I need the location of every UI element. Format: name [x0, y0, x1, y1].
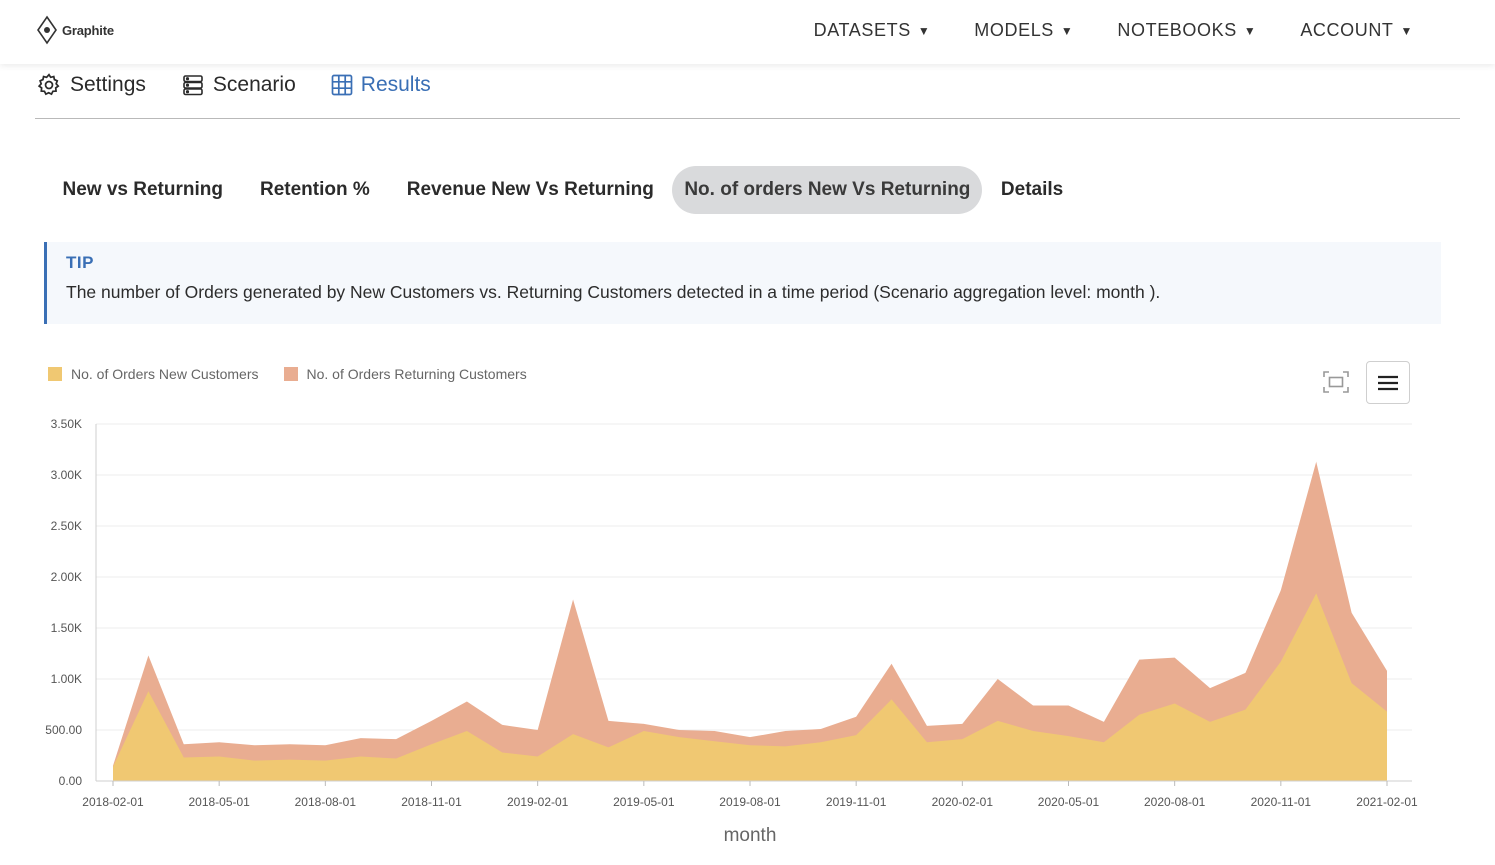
tab-revenue-new-vs-returning[interactable]: Revenue New Vs Returning — [406, 179, 654, 200]
legend-swatch-returning — [283, 367, 298, 381]
tab-results-label: Results — [360, 73, 431, 96]
chart-menu-button[interactable] — [1366, 361, 1410, 404]
nav-account-label: ACCOUNT — [1300, 20, 1394, 40]
x-tick-label: 2018-08-01 — [295, 795, 357, 809]
x-tick-label: 2020-05-01 — [1038, 795, 1100, 809]
y-tick-label: 2.00K — [51, 570, 82, 584]
nav-models-label: MODELS — [974, 20, 1054, 40]
tab-settings[interactable]: Settings — [36, 72, 146, 98]
y-tick-label: 2.50K — [51, 519, 82, 533]
top-navbar: Graphite DATASETS ▼ MODELS ▼ NOTEBOOKS ▼ AC… — [0, 0, 1495, 64]
fullscreen-icon — [1323, 371, 1349, 393]
y-tick-label: 3.50K — [51, 417, 82, 431]
orders-area-chart: 0.00 500.00 1.00K 1.50K 2.00K 2.50K 3.00K 3.50K… — [45, 417, 1418, 846]
tab-settings-label: Settings — [70, 73, 146, 96]
y-tick-label: 1.00K — [51, 672, 82, 686]
x-tick-label: 2018-05-01 — [188, 795, 250, 809]
legend-item-returning-customers[interactable]: No. of Orders Returning Customers — [283, 366, 527, 382]
tip-box: TIP The number of Orders generated by Ne… — [44, 242, 1441, 324]
result-tabs: New vs Returning Retention % Revenue New… — [44, 166, 1082, 214]
caret-down-icon: ▼ — [1060, 23, 1074, 38]
tip-label: TIP — [66, 253, 94, 272]
nav-models[interactable]: MODELS ▼ — [974, 20, 1073, 41]
x-tick-label: 2020-11-01 — [1251, 795, 1312, 809]
x-tick-label: 2019-11-01 — [826, 795, 887, 809]
section-divider — [35, 118, 1460, 119]
tip-text: The number of Orders generated by New Cu… — [66, 282, 1161, 302]
fullscreen-button[interactable] — [1321, 369, 1351, 395]
nav-datasets[interactable]: DATASETS ▼ — [814, 20, 931, 41]
section-tabs: Settings Scenario Results — [36, 72, 431, 98]
gear-icon — [37, 73, 60, 96]
nav-account[interactable]: ACCOUNT ▼ — [1300, 20, 1413, 41]
caret-down-icon: ▼ — [917, 23, 931, 38]
x-axis-label: month — [724, 825, 777, 846]
hamburger-menu-icon — [1378, 375, 1398, 390]
y-tick-label: 3.00K — [51, 468, 82, 482]
database-icon — [183, 75, 203, 96]
x-tick-label: 2018-11-01 — [401, 795, 462, 809]
tab-retention[interactable]: Retention % — [259, 179, 370, 200]
nav-notebooks[interactable]: NOTEBOOKS ▼ — [1117, 20, 1256, 41]
x-tick-label: 2020-08-01 — [1144, 795, 1206, 809]
tab-results[interactable]: Results — [331, 72, 431, 98]
x-tick-label: 2019-08-01 — [719, 795, 781, 809]
diamond-logo-icon — [37, 15, 57, 45]
tab-scenario-label: Scenario — [212, 73, 296, 96]
x-tick-label: 2018-02-01 — [82, 795, 144, 809]
x-tick-label: 2019-02-01 — [507, 795, 569, 809]
brand-name: Graphite — [62, 22, 114, 38]
tab-details[interactable]: Details — [1000, 179, 1064, 200]
table-grid-icon — [331, 74, 353, 96]
y-tick-label: 1.50K — [51, 621, 82, 635]
x-tick-label: 2019-05-01 — [613, 795, 675, 809]
tab-new-vs-returning[interactable]: New vs Returning — [62, 179, 223, 200]
legend-item-new-customers[interactable]: No. of Orders New Customers — [48, 366, 259, 382]
caret-down-icon: ▼ — [1400, 23, 1413, 38]
tab-orders-new-vs-returning[interactable]: No. of orders New Vs Returning — [672, 166, 983, 214]
tab-scenario[interactable]: Scenario — [181, 72, 296, 98]
top-nav-menu: DATASETS ▼ MODELS ▼ NOTEBOOKS ▼ ACCOUNT ▼ — [814, 20, 1413, 41]
legend-swatch-new — [48, 367, 62, 381]
nav-datasets-label: DATASETS — [813, 20, 911, 40]
legend-label-new: No. of Orders New Customers — [71, 366, 259, 382]
series-area-new-customers — [113, 593, 1387, 781]
chart-legend: No. of Orders New Customers No. of Order… — [48, 366, 527, 382]
nav-notebooks-label: NOTEBOOKS — [1117, 20, 1237, 40]
x-tick-label: 2021-02-01 — [1356, 795, 1418, 809]
brand-logo[interactable]: Graphite — [36, 15, 114, 45]
y-tick-label: 500.00 — [45, 723, 82, 737]
x-tick-label: 2020-02-01 — [932, 795, 994, 809]
caret-down-icon: ▼ — [1243, 23, 1257, 38]
legend-label-returning: No. of Orders Returning Customers — [306, 366, 527, 382]
y-tick-label: 0.00 — [59, 774, 83, 788]
